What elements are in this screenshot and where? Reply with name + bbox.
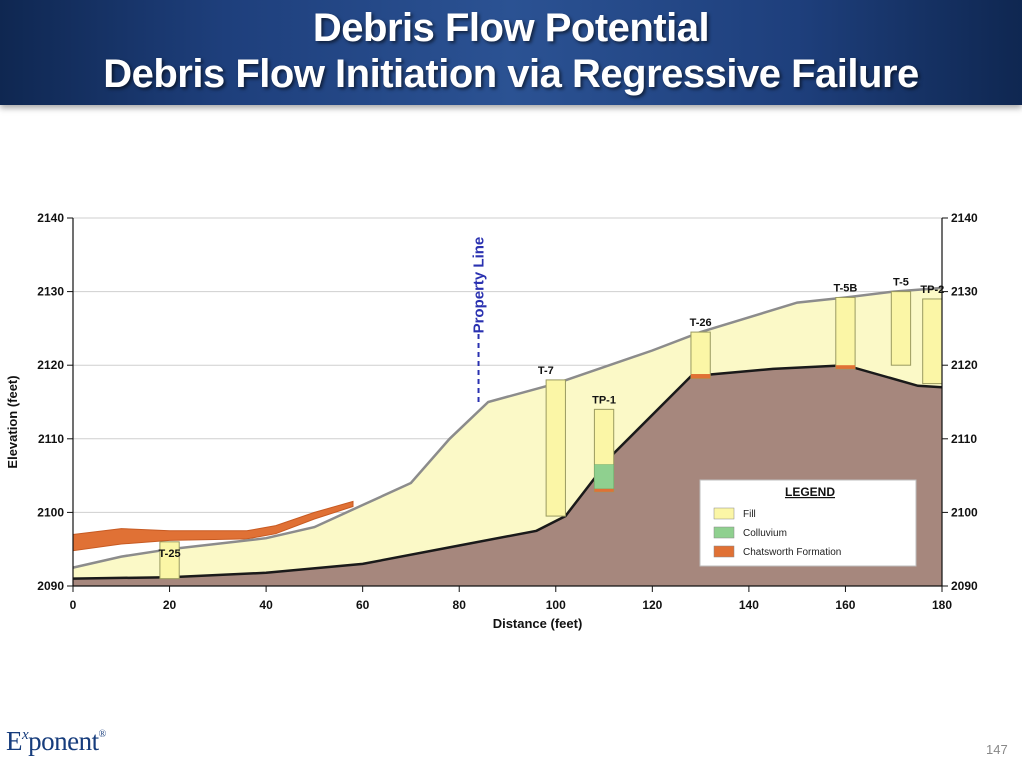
logo-text-start: E (6, 726, 23, 756)
y-tick-label-left: 2110 (38, 432, 64, 446)
legend-swatch (713, 545, 735, 558)
legend-swatch (713, 526, 735, 539)
logo-superscript: x (22, 727, 29, 743)
y-tick-label-right: 2120 (951, 358, 978, 372)
boring-t-7 (545, 379, 566, 517)
y-tick-label-left: 2090 (37, 579, 64, 593)
slide-title: Debris Flow Potential (312, 6, 710, 50)
legend-item-label: Fill (743, 509, 756, 520)
legend-item-label: Colluvium (743, 528, 787, 539)
x-tick-label: 160 (835, 598, 855, 612)
boring-label: TP-1 (592, 394, 616, 406)
chatsworth-formation-band (72, 500, 354, 552)
page-number: 147 (986, 742, 1008, 757)
boring-t-26 (690, 331, 711, 379)
boring-label: T-25 (159, 548, 181, 560)
y-tick-label-right: 2140 (951, 211, 978, 225)
title-bar: Debris Flow Potential Debris Flow Initia… (0, 0, 1022, 105)
slide-subtitle: Debris Flow Initiation via Regressive Fa… (103, 52, 919, 96)
boring-labels: T-25 T-7 TP-1 T-26 T-5B T-5 TP-2 (159, 277, 945, 560)
boring-t-5 (890, 291, 912, 366)
fill-layer (73, 287, 942, 579)
y-axis-title: Elevation (feet) (5, 375, 20, 468)
property-line-label: Property Line (471, 237, 488, 334)
legend-swatch (713, 507, 735, 520)
boring-label: T-5B (834, 282, 858, 294)
x-tick-label: 40 (259, 598, 273, 612)
y-tick-label-left: 2100 (37, 505, 64, 519)
exponent-logo[interactable]: Exponent® (6, 726, 106, 757)
x-tick-label: 100 (546, 598, 566, 612)
x-tick-label: 120 (642, 598, 662, 612)
x-tick-label: 60 (356, 598, 370, 612)
x-tick-label: 140 (739, 598, 759, 612)
legend-item-label: Chatsworth Formation (743, 547, 841, 558)
y-tick-label-right: 2100 (951, 505, 978, 519)
x-tick-label: 80 (453, 598, 467, 612)
boring-t-25 (159, 541, 180, 580)
boring-label: T-5 (893, 277, 909, 289)
legend-box (699, 479, 917, 567)
logo-registered-mark: ® (98, 729, 107, 740)
y-tick-label-right: 2130 (951, 285, 978, 299)
boring-colluvium-segment (594, 464, 614, 490)
legend: LEGEND Fill Colluvium Chatsworth Formation (699, 479, 917, 567)
ground-surface-line (72, 286, 943, 569)
boring-label: T-7 (538, 365, 554, 377)
x-tick-label: 180 (932, 598, 952, 612)
y-tick-label-left: 2120 (37, 358, 64, 372)
x-axis-title: Distance (feet) (493, 616, 583, 631)
x-tick-label: 20 (163, 598, 177, 612)
legend-title: LEGEND (785, 485, 835, 499)
boring-label: TP-2 (920, 284, 944, 296)
boring-t-5b (835, 296, 856, 370)
boring-tp-2 (922, 298, 943, 385)
boring-chatsworth-segment (594, 488, 614, 492)
axes: 2090 2090 2100 2100 2110 2110 2120 2120 2130 2130… (5, 211, 978, 631)
boring-chatsworth-segment (835, 365, 856, 369)
boring-chatsworth-segment (690, 374, 711, 379)
y-tick-label-left: 2130 (37, 285, 64, 299)
y-tick-label-right: 2090 (951, 579, 978, 593)
y-tick-label-left: 2140 (37, 211, 64, 225)
x-tick-label: 0 (70, 598, 77, 612)
logo-text-end: ponent (28, 726, 99, 756)
boring-label: T-26 (690, 317, 712, 329)
y-tick-label-right: 2110 (951, 432, 977, 446)
property-line: Property Line (471, 237, 488, 402)
boring-logs (159, 291, 943, 580)
